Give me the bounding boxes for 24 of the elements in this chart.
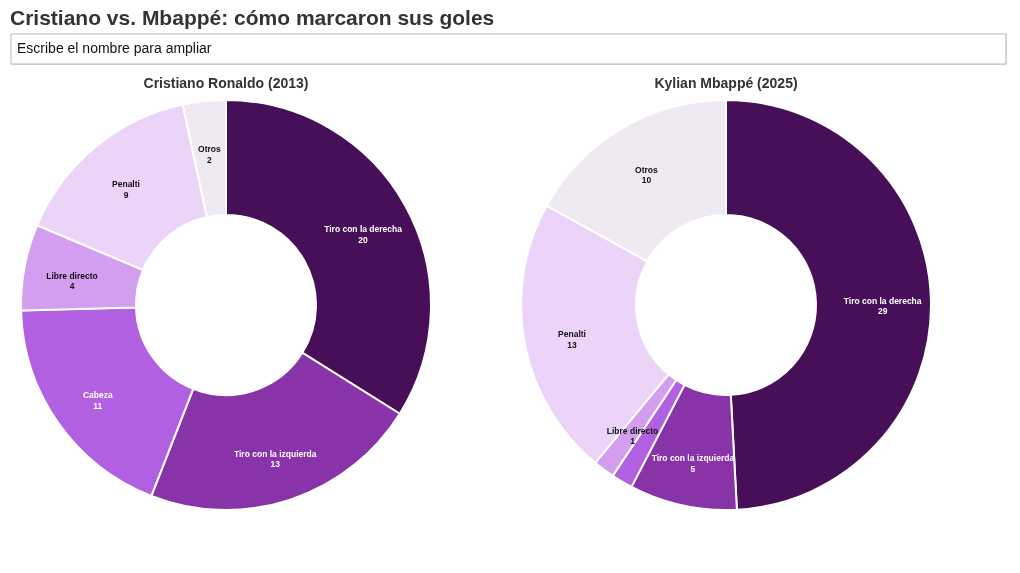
data-label: 20	[358, 234, 369, 245]
slice-label: Penalti	[112, 179, 140, 190]
slice-label: Tiro con la izquierda	[233, 448, 317, 459]
text: Escribe el nombre para ampliar	[17, 40, 212, 56]
slice-label: Otros	[635, 164, 659, 175]
data-label: 13	[270, 459, 281, 470]
data-label: 1	[630, 436, 636, 447]
slice-label: Tiro con la derecha	[843, 295, 922, 306]
data-label: 4	[69, 281, 75, 292]
chart-subtitle: Cristiano Ronaldo (2013)	[143, 75, 309, 91]
data-label: 5	[690, 463, 696, 474]
data-label: 10	[641, 175, 652, 186]
data-label: 13	[567, 339, 578, 350]
data-label: 2	[206, 154, 212, 165]
slice-label: Penalti	[558, 329, 586, 340]
slice-label: Otros	[198, 144, 221, 155]
data-label: 29	[877, 306, 888, 317]
data-label: 9	[123, 189, 129, 200]
chart-title: Cristiano vs. Mbappé: cómo marcaron sus goles	[10, 6, 495, 29]
data-label: 11	[93, 400, 103, 411]
slice-label: Libre directo	[46, 270, 98, 281]
chart-subtitle: Kylian Mbappé (2025)	[654, 75, 798, 91]
slice-label: Tiro con la derecha	[324, 224, 403, 235]
slice-label: Cabeza	[82, 390, 113, 401]
